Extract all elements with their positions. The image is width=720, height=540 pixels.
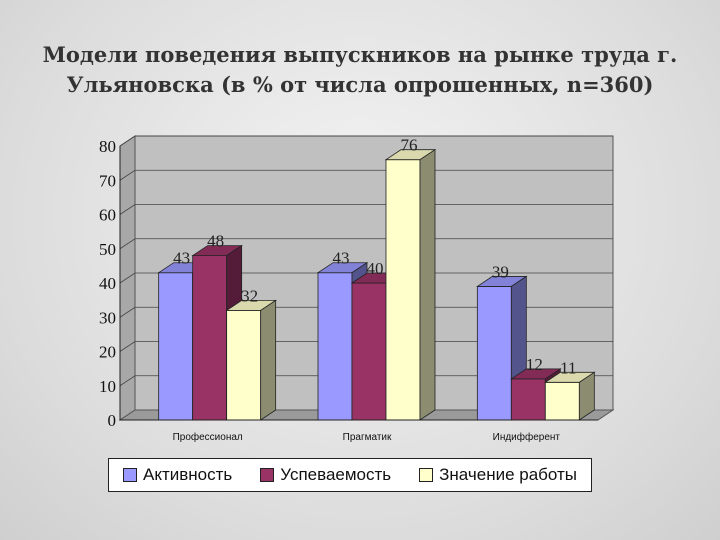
gridline — [119, 272, 613, 284]
bar-side — [578, 371, 595, 421]
title-line-2: Ульяновска (в % от числа опрошенных, n=3… — [66, 72, 654, 97]
data-label: 32 — [241, 286, 258, 305]
data-label: 12 — [526, 355, 543, 374]
bar-front — [544, 381, 580, 421]
y-tick-label: 40 — [99, 274, 116, 293]
legend-label-activity: Активность — [143, 465, 233, 484]
title-line-1: Модели поведения выпускников на рынке тр… — [42, 42, 678, 67]
legend-item-performance: Успеваемость — [260, 465, 391, 485]
y-tick-label: 0 — [108, 411, 117, 430]
legend-label-work-value: Значение работы — [439, 465, 577, 484]
gridline — [119, 238, 613, 250]
gridline — [119, 341, 613, 352]
chart-legend: Активность Успеваемость Значение работы — [108, 458, 592, 492]
y-tick-label: 60 — [99, 206, 116, 225]
y-tick-label: 10 — [99, 377, 116, 396]
data-label: 43 — [173, 249, 190, 268]
bar-front — [226, 309, 262, 421]
gridline — [119, 135, 613, 147]
x-category-label: Индифферент — [493, 431, 561, 443]
y-tick-label: 80 — [99, 137, 116, 156]
bar-front — [351, 282, 387, 421]
gridline — [119, 204, 613, 215]
legend-label-performance: Успеваемость — [280, 465, 392, 484]
legend-item-activity: Активность — [123, 465, 232, 485]
bar-front — [385, 159, 421, 421]
y-tick-label: 20 — [99, 343, 116, 362]
bar-front — [317, 272, 353, 421]
gridline — [119, 375, 613, 387]
data-label: 43 — [333, 249, 350, 268]
bar-front — [192, 255, 228, 421]
legend-swatch-work-value — [419, 468, 434, 482]
bar-front — [510, 378, 546, 421]
bar-side — [419, 148, 436, 421]
y-tick-label: 30 — [99, 308, 116, 327]
data-label: 40 — [367, 259, 384, 278]
x-category-label: Профессионал — [173, 431, 243, 443]
legend-item-work-value: Значение работы — [419, 465, 577, 485]
gridline — [119, 306, 613, 318]
data-label: 76 — [401, 136, 418, 155]
gridline — [119, 169, 613, 181]
x-category-label: Прагматик — [343, 432, 392, 443]
data-label: 39 — [492, 262, 509, 281]
legend-swatch-performance — [260, 468, 275, 482]
bar-front — [158, 272, 194, 421]
data-label: 11 — [560, 358, 576, 377]
bar-front — [476, 286, 512, 421]
slide-title: Модели поведения выпускников на рынке тр… — [0, 40, 720, 100]
legend-swatch-activity — [123, 468, 137, 482]
y-tick-label: 50 — [99, 240, 116, 259]
bar-side — [260, 299, 277, 421]
data-label: 48 — [207, 232, 224, 251]
y-tick-label: 70 — [99, 171, 116, 190]
